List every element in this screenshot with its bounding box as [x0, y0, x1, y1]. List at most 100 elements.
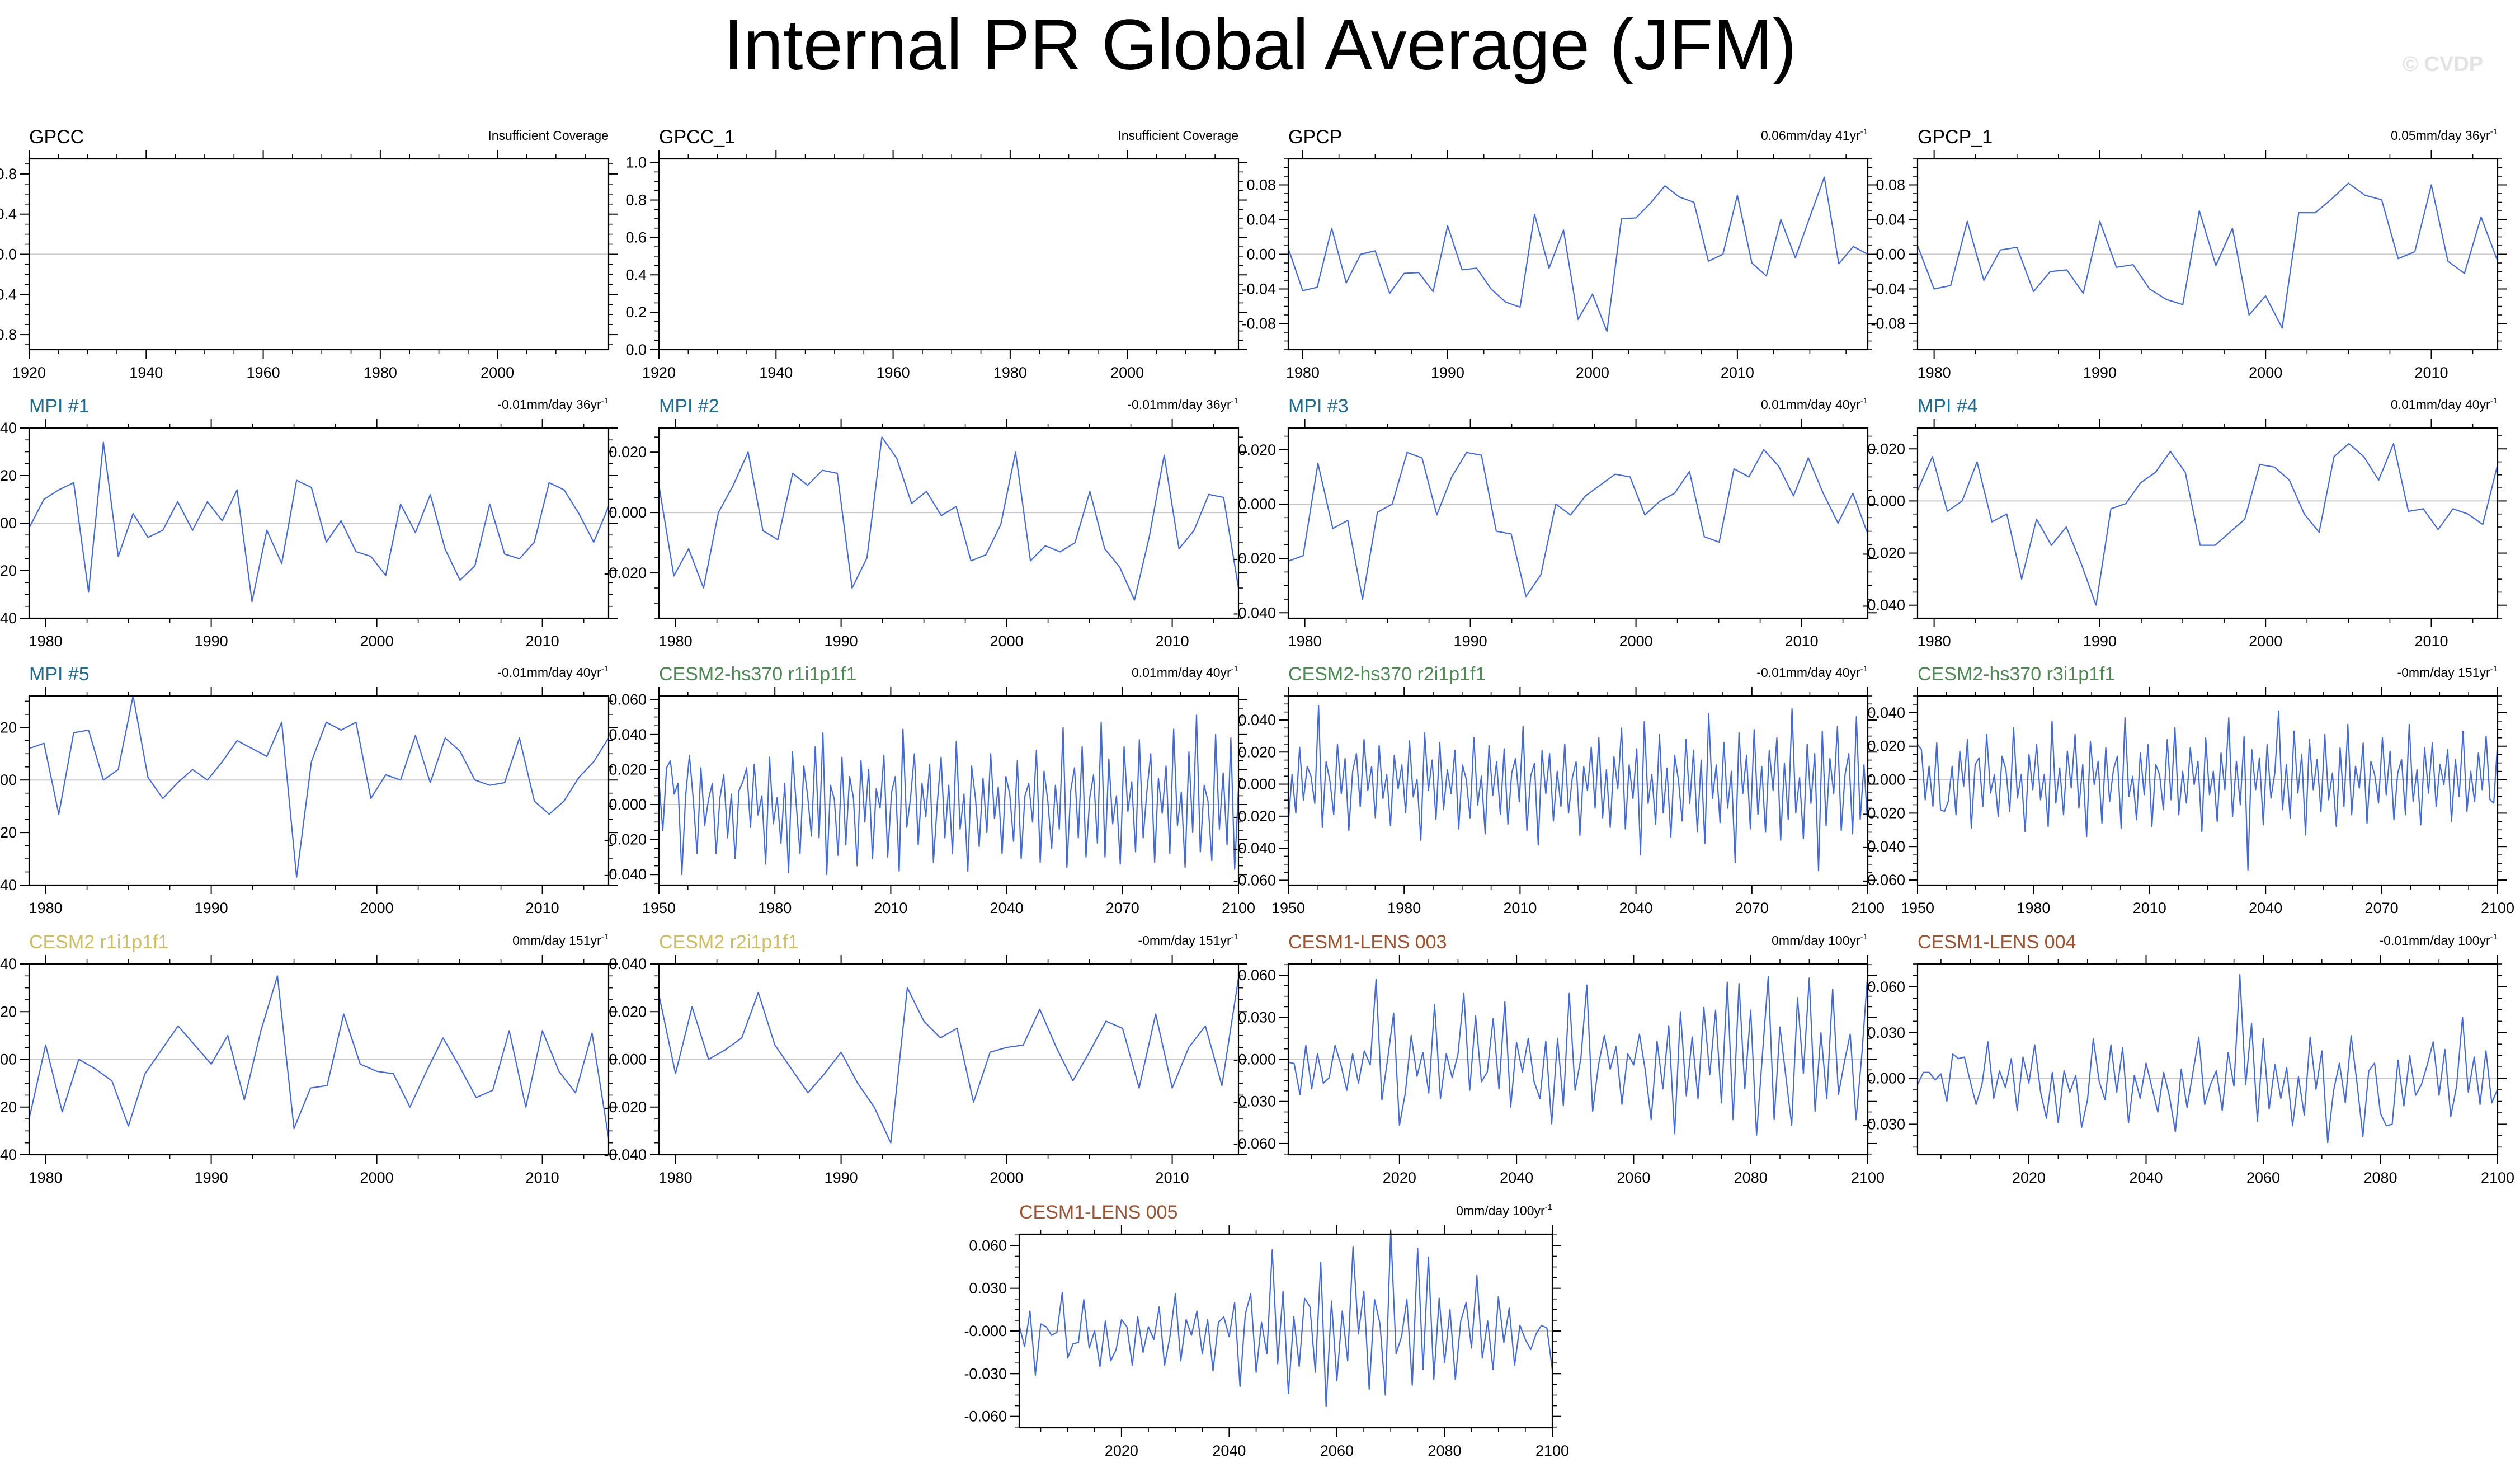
plot-frame: [1916, 695, 2499, 886]
x-tick-label: 1980: [29, 1169, 63, 1186]
y-tick-label: -0.040: [1233, 604, 1276, 621]
panel-stat-exponent: -1: [1231, 932, 1238, 942]
y-tick-label: 0.060: [609, 691, 647, 708]
panel-stat: 0mm/day 151yr-1: [512, 932, 609, 948]
panel-stat-value: 0mm/day 100yr: [1772, 933, 1860, 948]
panel-stat-value: 0.06mm/day 41yr: [1761, 128, 1860, 143]
panel-16: 2020 2040 2060 2080 2100 0.060 0.030 0.000 -0.03…: [1862, 932, 2514, 1186]
panel-stat-value: 0.01mm/day 40yr: [1761, 397, 1860, 412]
x-tick-label: 1960: [247, 364, 280, 381]
x-tick-label: 1950: [1901, 900, 1934, 916]
x-tick-label: 1950: [642, 900, 676, 916]
series-line: [1287, 176, 1868, 332]
x-tick-label: 2010: [1156, 1169, 1189, 1186]
panel-title: MPI #3: [1288, 396, 1349, 417]
y-tick-label: -0.04: [1241, 281, 1276, 298]
x-tick-label: 2000: [990, 1169, 1024, 1186]
y-tick-label: 0.020: [1867, 440, 1905, 457]
x-tick-label: 2040: [1619, 900, 1653, 916]
y-tick-label: 0.030: [1238, 1009, 1276, 1026]
x-tick-label: 2010: [1503, 900, 1537, 916]
page-title: Internal PR Global Average (JFM): [723, 5, 1797, 85]
x-tick-label: 1990: [1454, 633, 1487, 650]
x-tick-label: 2100: [1222, 900, 1255, 916]
x-tick-label: 1940: [759, 364, 793, 381]
panel-title: MPI #2: [659, 396, 719, 417]
plot-frame: [1287, 427, 1869, 619]
panel-stat-value: 0.05mm/day 36yr: [2391, 128, 2490, 143]
x-tick-label: 2020: [2012, 1169, 2046, 1186]
x-tick-label: 1980: [1387, 900, 1421, 916]
y-tick-label: -0.020: [1233, 808, 1276, 825]
y-tick-label: -0.8: [0, 326, 17, 343]
panel-stat-value: Insufficient Coverage: [488, 128, 609, 143]
x-tick-label: 1980: [659, 1169, 693, 1186]
x-tick-label: 2000: [481, 364, 514, 381]
panel-title: GPCC_1: [659, 126, 735, 148]
y-tick-label: 0.040: [1867, 704, 1905, 721]
y-tick-label: 0.020: [1238, 744, 1276, 760]
y-tick-label: 0.000: [0, 515, 17, 531]
x-tick-label: 2100: [2481, 900, 2514, 916]
x-tick-label: 1990: [2083, 633, 2117, 650]
x-tick-label: 2000: [2249, 633, 2282, 650]
x-tick-label: 1920: [12, 364, 46, 381]
x-tick-label: 1980: [1288, 633, 1322, 650]
plot-frame: [1916, 963, 2499, 1156]
y-tick-label: 0.00: [1876, 246, 1905, 263]
y-tick-label: 0.040: [0, 956, 17, 972]
y-tick-label: -0.060: [1233, 872, 1276, 888]
y-tick-label: -0.000: [964, 1323, 1007, 1339]
x-tick-label: 1980: [659, 633, 693, 650]
x-tick-label: 2010: [1156, 633, 1189, 650]
x-tick-label: 2080: [2363, 1169, 2397, 1186]
panel-stat-exponent: -1: [1860, 396, 1868, 406]
y-tick-label: 0.000: [609, 504, 647, 521]
y-tick-label: -0.040: [0, 877, 17, 893]
y-tick-label: 0.6: [625, 229, 647, 246]
panel-stat: -0.01mm/day 40yr-1: [1756, 664, 1868, 680]
y-tick-label: -0.020: [604, 565, 647, 581]
y-tick-label: 0.4: [625, 266, 647, 283]
x-tick-label: 1990: [195, 900, 228, 916]
y-tick-label: 0.04: [1246, 211, 1276, 228]
y-tick-label: 0.000: [1867, 1070, 1905, 1087]
panel-title: CESM2 r1i1p1f1: [29, 932, 168, 953]
y-tick-label: 0.020: [1238, 441, 1276, 458]
panel-stat: Insufficient Coverage: [488, 128, 609, 143]
x-tick-label: 1980: [2017, 900, 2050, 916]
series-line: [658, 978, 1240, 1144]
y-tick-label: 0.020: [0, 1003, 17, 1020]
x-tick-label: 2010: [2414, 364, 2448, 381]
y-tick-label: 0.04: [1876, 211, 1905, 228]
y-tick-label: 0.08: [1876, 177, 1905, 194]
y-tick-label: -0.040: [604, 866, 647, 883]
x-tick-label: 2070: [1106, 900, 1139, 916]
y-tick-label: 0.00: [1246, 246, 1276, 263]
y-tick-label: -0.000: [1233, 1051, 1276, 1068]
x-tick-label: 1980: [29, 900, 63, 916]
panel-stat-value: 0.01mm/day 40yr: [2391, 397, 2490, 412]
series-line: [29, 695, 609, 878]
y-tick-label: 0.020: [1867, 738, 1905, 755]
y-tick-label: -0.040: [1233, 840, 1276, 857]
x-tick-label: 2000: [1619, 633, 1653, 650]
panel-stat: 0mm/day 100yr-1: [1456, 1202, 1552, 1218]
panel-stat-exponent: -1: [2490, 932, 2498, 942]
panel-stat-exponent: -1: [601, 396, 609, 406]
x-tick-label: 1980: [364, 364, 397, 381]
y-tick-label: 1.0: [625, 154, 647, 171]
panel-title: CESM2-hs370 r2i1p1f1: [1288, 664, 1486, 685]
panel-stat-exponent: -1: [1860, 932, 1868, 942]
panel-4: 1980 1990 2000 2010 0.08 0.04 0.00 -0.04 -0.08 GP…: [1871, 126, 2507, 381]
y-tick-label: 0.020: [609, 444, 647, 460]
panel-stat-exponent: -1: [1545, 1202, 1552, 1212]
x-tick-label: 2010: [2133, 900, 2166, 916]
x-tick-label: 1920: [642, 364, 676, 381]
y-tick-label: 0.8: [0, 166, 17, 182]
series-line: [1018, 1229, 1553, 1407]
panel-stat: 0.05mm/day 36yr-1: [2391, 127, 2498, 143]
y-tick-label: -0.040: [0, 610, 17, 627]
x-tick-label: 1980: [993, 364, 1027, 381]
